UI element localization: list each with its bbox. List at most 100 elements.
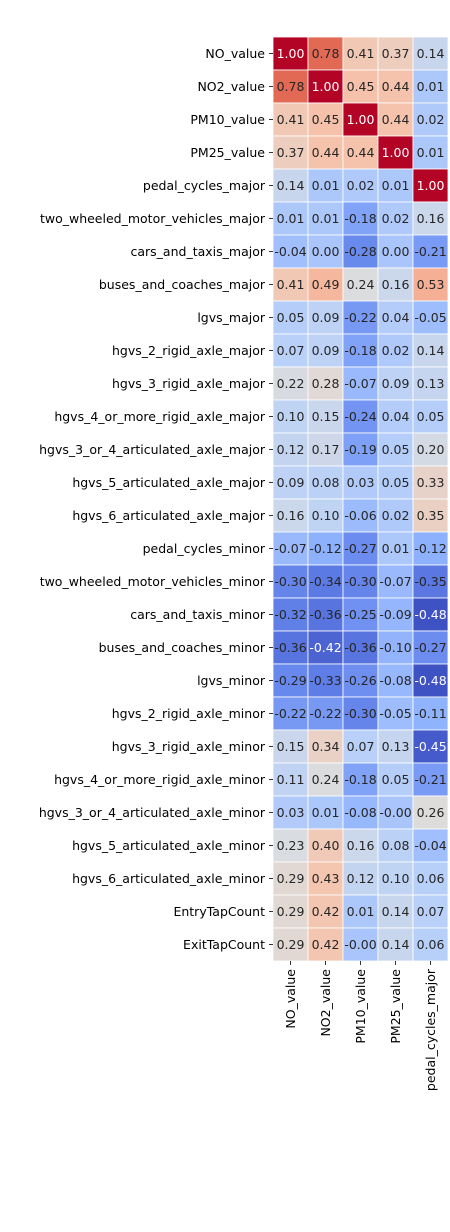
heatmap-cell <box>307 168 344 203</box>
cell-value-label: 0.78 <box>277 79 305 94</box>
y-axis-ticks: NO_value NO2_value PM10_value PM25_valueped… <box>39 46 273 952</box>
heatmap-cell <box>377 861 414 896</box>
heatmap-cell <box>412 69 449 104</box>
heatmap-cell <box>412 894 449 929</box>
heatmap-cell <box>342 927 379 962</box>
cell-value-label: -0.05 <box>379 706 411 721</box>
cell-value-label: 0.01 <box>417 79 445 94</box>
cell-value-label: -0.12 <box>414 541 446 556</box>
cell-value-label: -0.06 <box>344 508 376 523</box>
cell-value-label: 0.07 <box>417 904 445 919</box>
cell-value-label: 0.37 <box>382 46 410 61</box>
cell-value-label: 0.17 <box>312 442 340 457</box>
heatmap-cell <box>272 432 309 467</box>
heatmap-cell <box>272 333 309 368</box>
cell-value-label: 0.07 <box>347 739 375 754</box>
heatmap-cell <box>377 531 414 566</box>
x-tick-label: PM10_value <box>353 969 368 1044</box>
heatmap-cell <box>272 894 309 929</box>
cell-value-label: -0.36 <box>344 640 376 655</box>
cell-value-label: 0.10 <box>382 871 410 886</box>
heatmap-cell <box>307 531 344 566</box>
heatmap-cell <box>342 168 379 203</box>
cell-value-label: -0.07 <box>344 376 376 391</box>
y-tick-label: hgvs_3_rigid_axle_major <box>112 376 266 391</box>
heatmap-cell <box>412 531 449 566</box>
heatmap-cell <box>412 630 449 665</box>
cell-value-label: 0.14 <box>277 178 305 193</box>
cell-value-label: 1.00 <box>277 46 305 61</box>
cell-value-label: -0.29 <box>274 673 306 688</box>
cell-value-label: 0.10 <box>312 508 340 523</box>
cell-value-label: -0.09 <box>379 607 411 622</box>
y-tick-label: lgvs_major <box>197 310 266 325</box>
cell-value-label: 0.09 <box>382 376 410 391</box>
cell-value-label: -0.25 <box>344 607 376 622</box>
y-tick-label: buses_and_coaches_minor <box>99 640 266 655</box>
cell-value-label: 0.23 <box>277 838 305 853</box>
cell-value-label: 1.00 <box>347 112 375 127</box>
cell-value-label: -0.08 <box>344 805 376 820</box>
cell-value-label: -0.42 <box>309 640 341 655</box>
cell-value-label: 0.41 <box>277 112 305 127</box>
heatmap-cell-labels: 1.00 0.78 0.41 0.37 0.14 0.78 1.00 0.45 0.44 0.01… <box>274 46 446 952</box>
cell-value-label: 0.10 <box>277 409 305 424</box>
cell-value-label: -0.19 <box>344 442 376 457</box>
heatmap-cell <box>307 828 344 863</box>
y-tick-label: ExitTapCount <box>183 937 265 952</box>
cell-value-label: -0.22 <box>274 706 306 721</box>
heatmap-cell <box>272 861 309 896</box>
cell-value-label: 0.13 <box>382 739 410 754</box>
heatmap-cell <box>307 762 344 797</box>
y-tick-label: hgvs_2_rigid_axle_major <box>112 343 266 358</box>
heatmap-cell <box>307 597 344 632</box>
heatmap-cell <box>342 333 379 368</box>
heatmap-cell <box>377 102 414 137</box>
cell-value-label: 0.09 <box>312 343 340 358</box>
cell-value-label: 0.06 <box>417 871 445 886</box>
heatmap-cell <box>377 663 414 698</box>
heatmap-cell <box>342 795 379 830</box>
cell-value-label: -0.08 <box>379 673 411 688</box>
cell-value-label: 0.29 <box>277 904 305 919</box>
cell-value-label: 0.40 <box>312 838 340 853</box>
cell-value-label: 0.44 <box>347 145 375 160</box>
cell-value-label: -0.33 <box>309 673 341 688</box>
heatmap-cell <box>412 696 449 731</box>
cell-value-label: -0.30 <box>344 706 376 721</box>
x-tick-label: pedal_cycles_major <box>423 968 438 1091</box>
y-tick-label: hgvs_5_articulated_axle_major <box>72 475 266 490</box>
heatmap-cell <box>307 300 344 335</box>
cell-value-label: -0.22 <box>309 706 341 721</box>
heatmap-cell <box>342 300 379 335</box>
cell-value-label: 0.53 <box>417 277 445 292</box>
cell-value-label: 0.01 <box>417 145 445 160</box>
cell-value-label: 0.41 <box>347 46 375 61</box>
heatmap-cells <box>272 36 449 962</box>
cell-value-label: -0.36 <box>309 607 341 622</box>
heatmap-cell <box>412 465 449 500</box>
cell-value-label: 0.16 <box>347 838 375 853</box>
y-tick-label: pedal_cycles_major <box>143 178 266 193</box>
cell-value-label: -0.48 <box>414 607 446 622</box>
cell-value-label: 0.43 <box>312 871 340 886</box>
heatmap-cell <box>377 432 414 467</box>
cell-value-label: 0.12 <box>277 442 305 457</box>
y-tick-label: NO2_value <box>197 79 265 94</box>
heatmap-cell <box>342 366 379 401</box>
heatmap-cell <box>272 795 309 830</box>
x-tick-label: NO_value <box>283 969 298 1029</box>
y-tick-label: buses_and_coaches_major <box>99 277 266 292</box>
heatmap-cell <box>342 498 379 533</box>
cell-value-label: 0.08 <box>382 838 410 853</box>
cell-value-label: 0.14 <box>382 904 410 919</box>
heatmap-cell <box>272 267 309 302</box>
cell-value-label: 0.15 <box>277 739 305 754</box>
heatmap-cell <box>412 564 449 599</box>
heatmap-cell <box>412 498 449 533</box>
heatmap-cell <box>412 201 449 236</box>
cell-value-label: -0.07 <box>274 541 306 556</box>
cell-value-label: 0.05 <box>417 409 445 424</box>
cell-value-label: 0.04 <box>382 310 410 325</box>
